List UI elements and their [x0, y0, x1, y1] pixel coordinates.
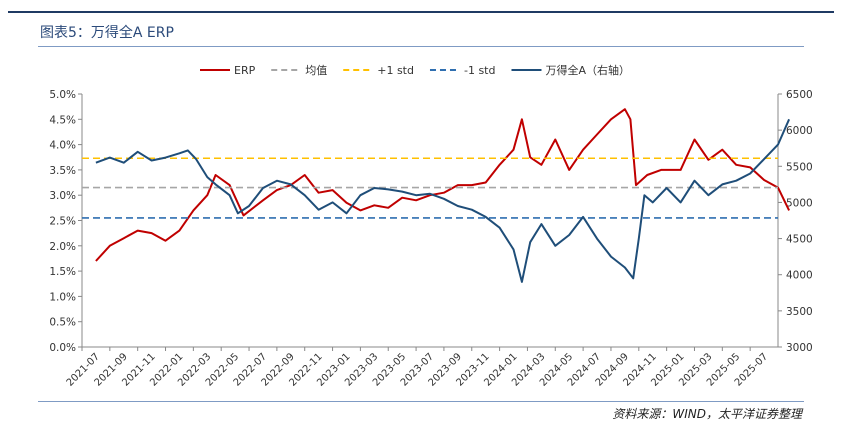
legend-label: 均值: [305, 64, 327, 77]
right-tick-label: 6000: [786, 125, 813, 137]
right-tick-label: 5000: [786, 197, 813, 209]
left-tick-label: 5.0%: [49, 89, 76, 101]
left-tick-label: 0.5%: [49, 317, 76, 329]
erp-line: [95, 108, 790, 262]
footer-divider: [38, 401, 804, 402]
left-tick-label: 2.5%: [49, 216, 76, 228]
right-tick-label: 6500: [786, 89, 813, 101]
left-tick-label: 0.0%: [49, 342, 76, 354]
legend-label: -1 std: [464, 64, 496, 77]
right-tick-label: 4500: [786, 234, 813, 246]
right-tick-label: 3500: [786, 306, 813, 318]
right-tick-label: 5500: [786, 161, 813, 173]
top-rule: [8, 11, 834, 13]
left-tick-label: 4.5%: [49, 114, 76, 126]
left-tick-label: 3.5%: [49, 165, 76, 177]
left-tick-label: 1.0%: [49, 291, 76, 303]
header-divider: [38, 46, 804, 47]
source-note: 资料来源：WIND，太平洋证券整理: [612, 407, 802, 421]
left-tick-label: 4.0%: [49, 140, 76, 152]
page-title: 图表5：万得全A ERP: [40, 25, 174, 41]
legend-label: +1 std: [377, 64, 414, 77]
right-tick-label: 4000: [786, 270, 813, 282]
legend-label: 万得全A（右轴）: [545, 63, 630, 77]
index-line: [95, 118, 791, 283]
legend-label: ERP: [234, 64, 256, 77]
left-tick-label: 3.0%: [49, 190, 76, 202]
right-tick-label: 3000: [786, 342, 813, 354]
left-tick-label: 1.5%: [49, 266, 76, 278]
left-tick-label: 2.0%: [49, 241, 76, 253]
